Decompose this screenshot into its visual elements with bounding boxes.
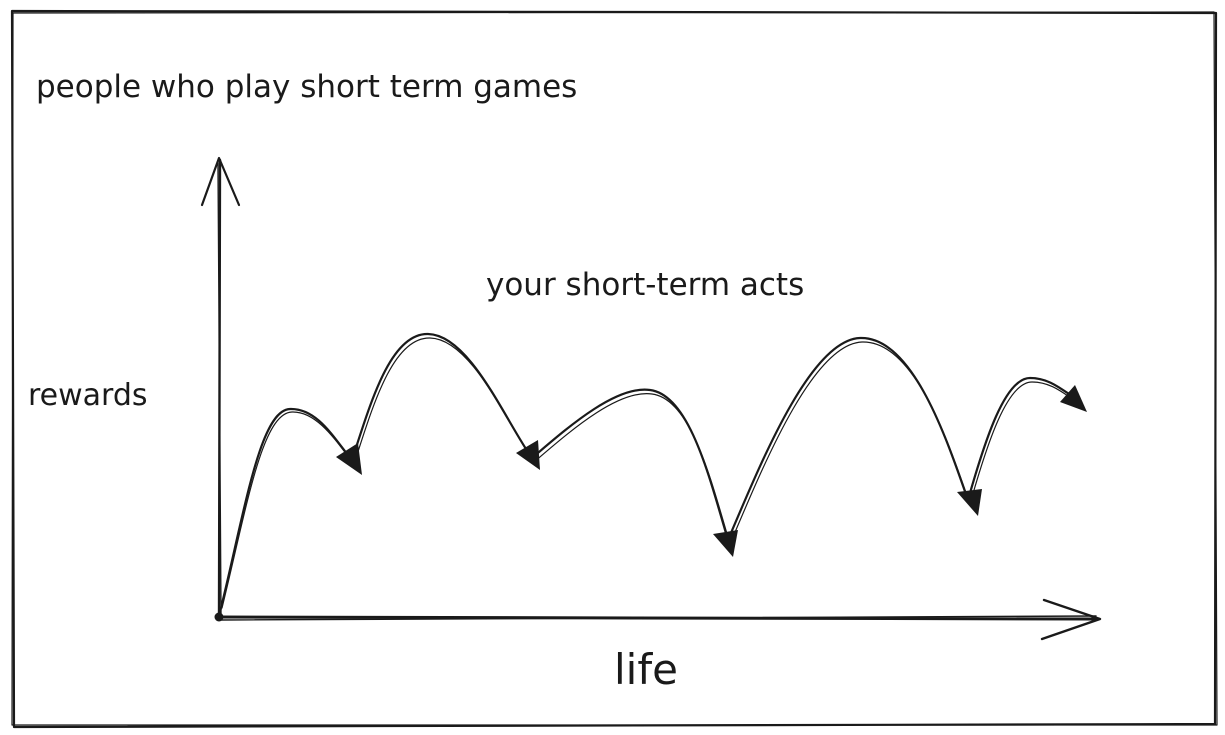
x-axis-label: life (614, 645, 678, 694)
frame-border (10, 9, 1218, 729)
curve-label: your short-term acts (486, 267, 804, 303)
bounce-arrowhead-5 (1060, 385, 1087, 412)
origin-dot (214, 612, 224, 622)
y-axis-arrowhead (200, 156, 241, 207)
diagram-title: people who play short term games (36, 69, 577, 105)
bounce-arrowhead-2 (516, 440, 540, 470)
bounce-arrowhead-4 (957, 489, 982, 516)
bounce-arrowhead-1 (336, 443, 362, 475)
bounce-arrowhead-3 (713, 530, 738, 557)
y-axis-label: rewards (28, 378, 148, 413)
x-axis-arrowhead (1040, 598, 1102, 641)
y-axis (200, 156, 241, 620)
x-axis (216, 598, 1102, 641)
short-term-acts-curve (218, 332, 1081, 614)
